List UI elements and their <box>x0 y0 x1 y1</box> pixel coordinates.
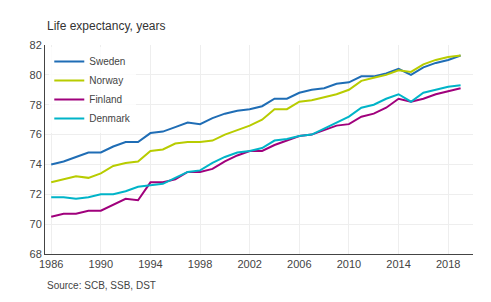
svg-text:1986: 1986 <box>39 258 63 270</box>
svg-text:Life expectancy, years: Life expectancy, years <box>47 19 166 33</box>
svg-text:72: 72 <box>30 188 42 200</box>
svg-text:80: 80 <box>30 69 42 81</box>
svg-text:1998: 1998 <box>188 258 212 270</box>
svg-text:68: 68 <box>30 248 42 260</box>
svg-text:Sweden: Sweden <box>89 56 125 67</box>
svg-text:Source: SCB, SSB, DST: Source: SCB, SSB, DST <box>47 280 156 291</box>
svg-text:1994: 1994 <box>138 258 162 270</box>
svg-text:1990: 1990 <box>89 258 113 270</box>
svg-text:82: 82 <box>30 39 42 51</box>
svg-text:76: 76 <box>30 128 42 140</box>
svg-text:2018: 2018 <box>436 258 460 270</box>
svg-text:2010: 2010 <box>337 258 361 270</box>
svg-text:2002: 2002 <box>237 258 261 270</box>
svg-text:Denmark: Denmark <box>89 113 131 124</box>
svg-text:2006: 2006 <box>287 258 311 270</box>
svg-text:70: 70 <box>30 218 42 230</box>
svg-text:2014: 2014 <box>386 258 410 270</box>
svg-text:74: 74 <box>30 158 42 170</box>
svg-text:Finland: Finland <box>89 94 122 105</box>
svg-text:78: 78 <box>30 99 42 111</box>
svg-text:Norway: Norway <box>89 75 123 86</box>
